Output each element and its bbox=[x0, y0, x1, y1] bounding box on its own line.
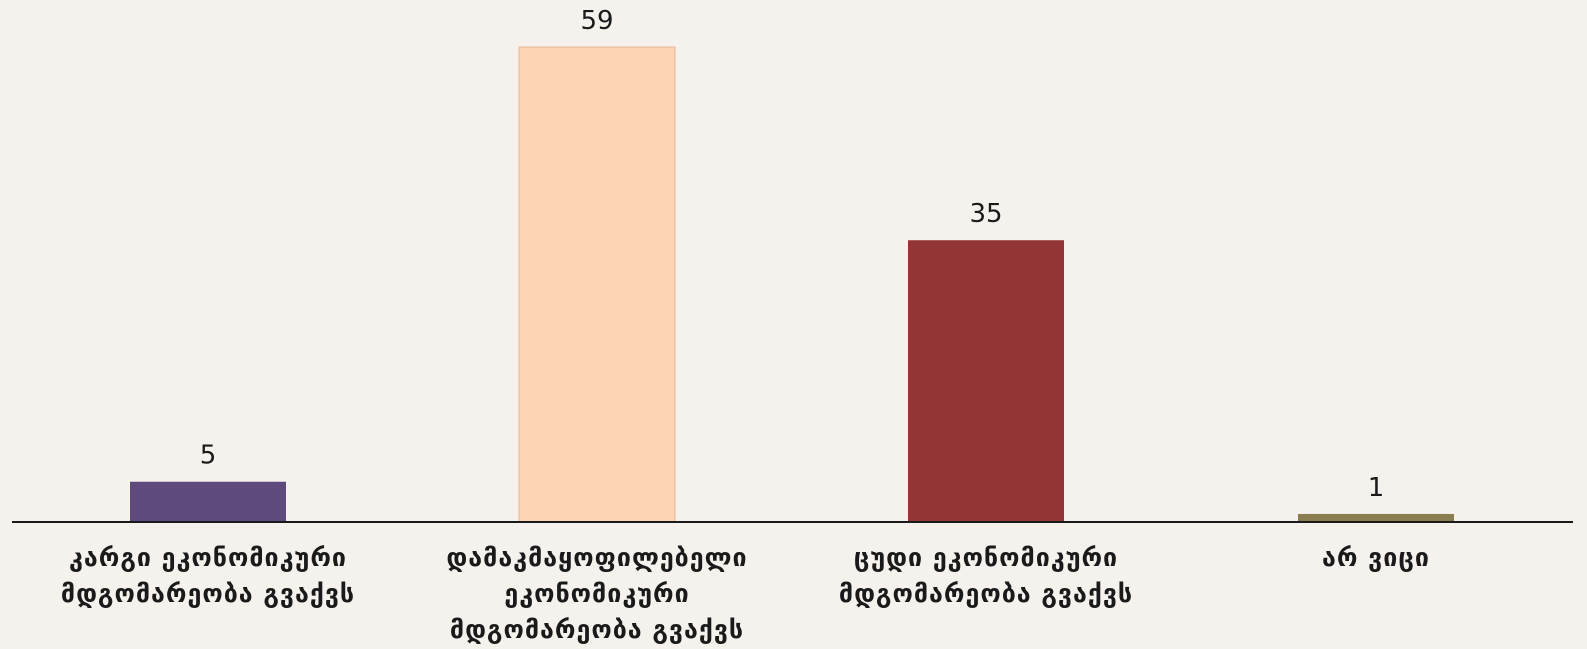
category-label-4: არ ვიცი bbox=[1322, 543, 1430, 572]
bar-4 bbox=[1298, 513, 1454, 522]
value-label-4: 1 bbox=[1368, 473, 1385, 503]
value-label-1: 5 bbox=[200, 441, 217, 471]
value-labels-group: 5 59 35 1 bbox=[200, 6, 1385, 503]
bar-1 bbox=[130, 481, 286, 522]
bar-3 bbox=[908, 240, 1064, 522]
bar-2 bbox=[518, 46, 676, 523]
value-label-3: 35 bbox=[969, 199, 1002, 229]
bars-group bbox=[130, 46, 1454, 523]
category-label-3: ცუდი ეკონომიკური მდგომარეობა გვაქვს bbox=[838, 543, 1134, 608]
value-label-2: 59 bbox=[580, 6, 613, 36]
category-label-2: დამაკმაყოფილებელი ეკონომიკური მდგომარეობ… bbox=[446, 543, 748, 644]
category-label-1: კარგი ეკონომიკური მდგომარეობა გვაქვს bbox=[60, 543, 356, 608]
